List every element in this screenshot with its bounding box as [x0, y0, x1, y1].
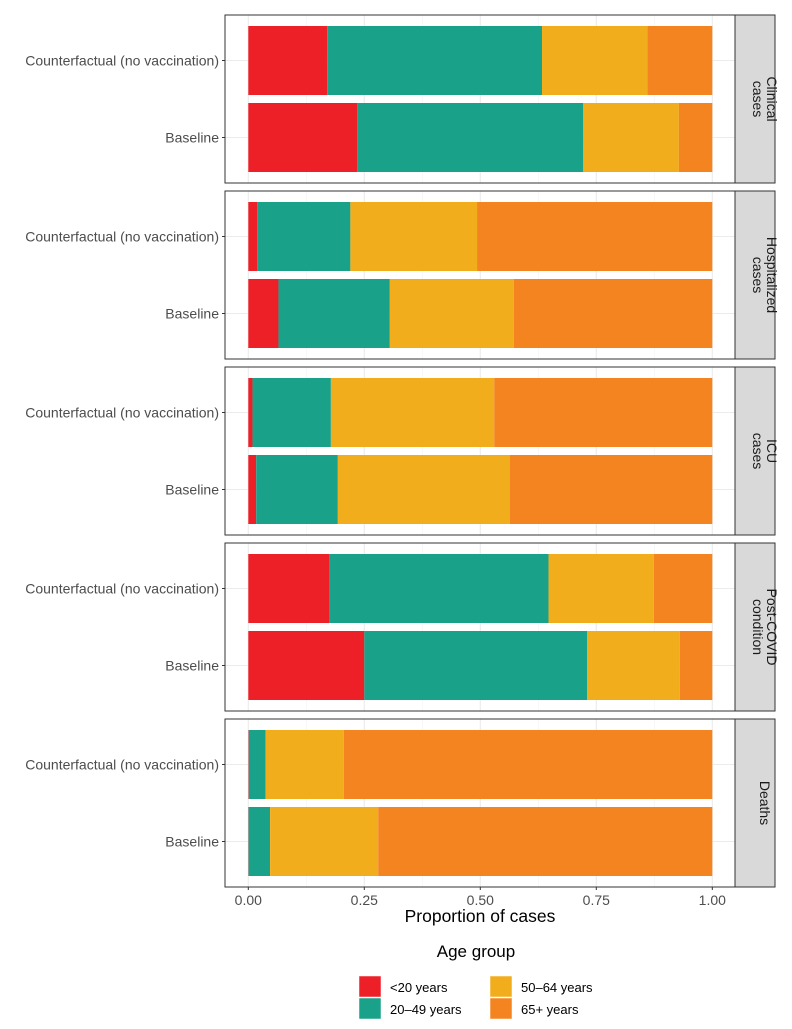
bar-segment — [378, 807, 713, 876]
facet-strip-label: Clinical — [764, 76, 780, 121]
facet-strip-label: cases — [750, 257, 766, 294]
facet-strip-label: Post-COVID — [764, 588, 780, 665]
y-tick-label: Baseline — [165, 130, 219, 146]
bar-segment — [548, 554, 654, 623]
bar-segment — [509, 455, 713, 524]
facet-strip-label: Hospitalized — [764, 237, 780, 313]
bar-segment — [343, 730, 713, 799]
bar-segment — [679, 631, 713, 700]
y-tick-label: Baseline — [165, 482, 219, 498]
facet-strip — [734, 14, 776, 184]
bar-segment — [329, 554, 549, 623]
legend-key — [358, 975, 382, 998]
legend-item: 65+ years — [489, 997, 579, 1020]
legend-item: <20 years — [358, 975, 448, 998]
x-tick-label: 0.50 — [467, 892, 494, 908]
legend-key — [489, 975, 513, 998]
legend-label: 20–49 years — [390, 1002, 462, 1017]
y-tick-label: Baseline — [165, 834, 219, 850]
bar-segment — [330, 378, 495, 447]
x-tick-label: 1.00 — [699, 892, 726, 908]
y-tick-label: Baseline — [165, 306, 219, 322]
legend-item: 20–49 years — [358, 997, 462, 1020]
y-tick-label: Counterfactual (no vaccination) — [25, 757, 219, 773]
bar-segment — [252, 378, 331, 447]
facet-panels: Counterfactual (no vaccination)BaselineC… — [25, 14, 780, 888]
facet-strip-label: ICU — [764, 439, 780, 463]
bar-segment — [257, 202, 351, 271]
bar-segment — [270, 807, 379, 876]
x-axis-title: Proportion of cases — [405, 906, 556, 926]
bar-segment — [248, 279, 279, 348]
bar-segment — [678, 103, 713, 172]
bar-segment — [337, 455, 510, 524]
legend: Age group <20 years 20–49 years 50–64 year… — [358, 942, 593, 1020]
bar-segment — [248, 730, 266, 799]
bar-segment — [477, 202, 713, 271]
bar-segment — [389, 279, 514, 348]
legend-label: 65+ years — [521, 1002, 579, 1017]
facet-strip-label: cases — [750, 81, 766, 118]
y-tick-label: Baseline — [165, 658, 219, 674]
facet-panel: Counterfactual (no vaccination) Baseline D… — [25, 718, 776, 888]
bar-segment — [248, 26, 328, 95]
facet-strip-label: cases — [750, 433, 766, 470]
legend-label: 50–64 years — [521, 980, 593, 995]
bar-segment — [278, 279, 390, 348]
bar-segment — [357, 103, 584, 172]
bar-segment — [248, 103, 358, 172]
facet-panel: Counterfactual (no vaccination) Baseline C… — [25, 14, 780, 184]
y-tick-label: Counterfactual (no vaccination) — [25, 581, 219, 597]
legend-label: <20 years — [390, 980, 448, 995]
bar-segment — [542, 26, 648, 95]
bar-segment — [248, 202, 258, 271]
bar-segment — [248, 378, 253, 447]
bar-segment — [327, 26, 543, 95]
bar-segment — [494, 378, 713, 447]
bar-segment — [265, 730, 344, 799]
facet-strip-label: Deaths — [757, 781, 773, 825]
legend-key — [489, 997, 513, 1020]
bar-segment — [350, 202, 478, 271]
bar-segment — [364, 631, 588, 700]
legend-title: Age group — [437, 942, 515, 961]
bar-segment — [513, 279, 713, 348]
x-tick-label: 0.00 — [235, 892, 262, 908]
facet-panel: Counterfactual (no vaccination) Baseline H… — [25, 190, 780, 360]
facet-panel: Counterfactual (no vaccination) Baseline P… — [25, 542, 780, 712]
y-tick-label: Counterfactual (no vaccination) — [25, 229, 219, 245]
bar-segment — [248, 554, 330, 623]
x-tick-label: 0.25 — [351, 892, 378, 908]
y-tick-label: Counterfactual (no vaccination) — [25, 405, 219, 421]
bar-segment — [248, 631, 365, 700]
facet-strip — [734, 542, 776, 712]
bar-segment — [256, 455, 338, 524]
bar-segment — [583, 103, 679, 172]
facet-panel: Counterfactual (no vaccination) Baseline I… — [25, 366, 780, 536]
x-tick-label: 0.75 — [583, 892, 610, 908]
y-tick-label: Counterfactual (no vaccination) — [25, 53, 219, 69]
bar-segment — [587, 631, 680, 700]
bar-segment — [653, 554, 713, 623]
bar-segment — [248, 455, 257, 524]
facet-strip-label: condition — [750, 599, 766, 655]
facet-strip — [734, 190, 776, 360]
bar-segment — [647, 26, 713, 95]
x-axis: 0.00 0.25 0.50 0.75 1.00 — [235, 887, 726, 908]
bar-segment — [248, 807, 271, 876]
legend-item: 50–64 years — [489, 975, 593, 998]
legend-key — [358, 997, 382, 1020]
facet-strip — [734, 366, 776, 536]
facet-strip — [734, 718, 776, 888]
